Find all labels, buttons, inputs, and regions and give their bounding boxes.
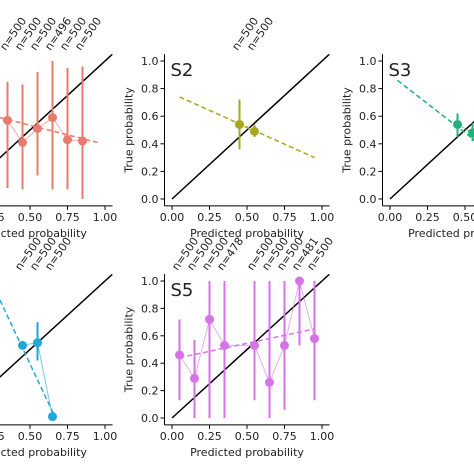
point [48,412,57,422]
panel: 0.250.500.751.00Predicted probabilityn=5… [0,15,117,240]
point [18,340,27,350]
diagonal [389,120,474,200]
point [3,115,12,125]
point [280,340,289,350]
plot-area [389,79,474,200]
panel: 0.00 0.25 0.50 0.75 1.00 0.0 0.2 0.4 0.6 0.8 1.0 Pr… [123,15,335,240]
fit-line [0,299,57,419]
point [78,136,87,146]
x-tick-label: 0.25 [197,211,222,224]
point [48,113,57,123]
y-axis-label: True probability [341,87,354,174]
x-tick-label: 0.00 [160,430,185,443]
point [250,126,259,136]
x-tick-label: 0.25 [197,430,222,443]
point [63,135,72,145]
x-tick-label: 0.75 [272,430,297,443]
x-axis-label: Predicted probability [0,227,87,240]
x-tick-label: 0.25 [0,430,5,443]
x-tick-label: 0.50 [18,430,43,443]
diagonal [0,54,113,159]
x-tick-label: 0.25 [415,211,440,224]
y-tick-label: 0.4 [359,138,377,151]
y-tick-label: 1.0 [141,55,159,68]
diagonal [171,54,330,200]
x-tick-label: 0.50 [235,211,260,224]
y-tick-label: 0.8 [359,83,377,96]
y-tick-label: 0.2 [141,165,159,178]
y-tick-label: 0.8 [141,302,159,315]
x-axis-label: Predicted probability [190,446,304,459]
y-tick-label: 0.0 [141,412,159,425]
panel: 0.250.500.751.00Predicted probabilityn=5… [0,235,117,459]
y-tick-label: 0.6 [141,110,159,123]
x-tick-label: 0.50 [453,211,474,224]
point [175,350,184,360]
y-tick-label: 1.0 [141,275,159,288]
x-tick-label: 0.50 [235,430,260,443]
point [33,338,42,348]
y-axis-label: True probability [123,306,136,393]
panel-title: S3 [389,60,412,81]
y-tick-label: 0.6 [141,330,159,343]
x-tick-label: 0.25 [0,211,5,224]
series-line [179,280,315,384]
point [190,373,199,383]
y-tick-label: 0.8 [141,83,159,96]
panel-title: S5 [171,280,194,301]
x-tick-label: 1.00 [310,430,335,443]
x-tick-label: 0.50 [18,211,43,224]
x-tick-label: 0.00 [160,211,185,224]
diagonal [0,274,113,378]
plot-area [0,54,113,199]
panel: 0.00 0.25 0.50 0.75 1.00 0.0 0.2 0.4 0.6 0.8 1.0 Pr… [123,235,337,459]
point [295,276,304,286]
y-tick-label: 0.0 [141,193,159,206]
x-axis-label: Predicted probability [0,446,87,459]
fit-line [179,328,315,359]
panel-title: S2 [171,60,194,81]
x-tick-label: 0.00 [378,211,403,224]
y-tick-label: 0.6 [359,110,377,123]
y-tick-label: 0.2 [141,385,159,398]
plot-area [0,274,113,422]
x-tick-label: 1.00 [93,430,118,443]
y-tick-label: 1.0 [359,55,377,68]
x-tick-label: 1.00 [310,211,335,224]
y-tick-label: 0.4 [141,357,159,370]
point [33,124,42,134]
x-tick-label: 1.00 [93,211,118,224]
y-tick-label: 0.2 [359,165,377,178]
fit-line [179,96,315,159]
point [310,334,319,344]
point [250,340,259,350]
y-axis-label: True probability [123,87,136,174]
x-axis-label: Predicted probability [190,227,304,240]
x-axis-label: Predicted probability [408,227,474,240]
point [265,377,274,387]
x-tick-label: 0.75 [55,211,80,224]
y-tick-label: 0.4 [141,138,159,151]
plot-area [171,54,330,200]
x-tick-label: 0.75 [55,430,80,443]
point [468,128,474,138]
panel: 0.000.250.500.751.000.00.20.40.60.81.0Pr… [341,54,474,240]
point [235,119,244,129]
point [18,137,27,147]
point [220,340,229,350]
point [205,314,214,324]
x-tick-label: 0.75 [272,211,297,224]
plot-area [171,274,330,419]
point [453,119,462,129]
fit-line [397,79,474,141]
y-tick-label: 0.0 [359,193,377,206]
